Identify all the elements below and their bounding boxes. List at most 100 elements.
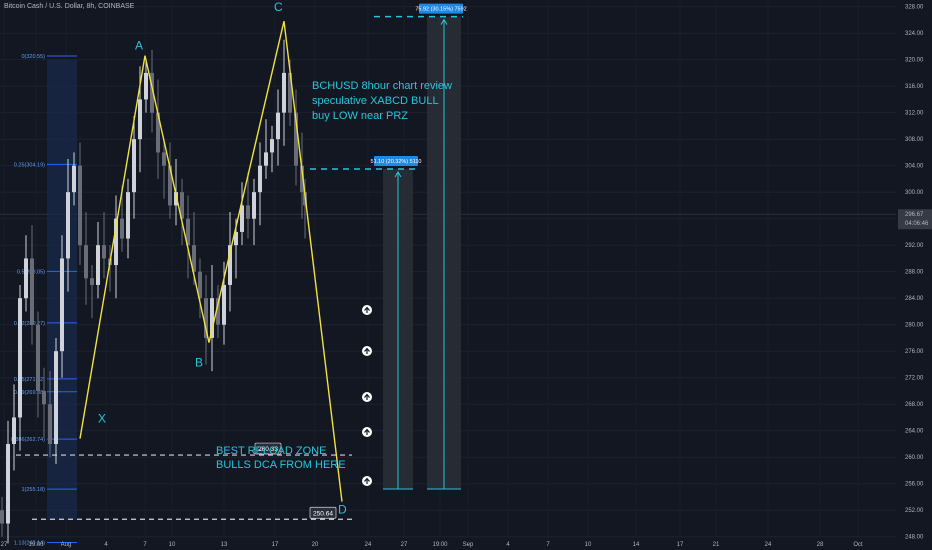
candle-body	[240, 205, 244, 232]
up-arrow-glyph	[364, 428, 370, 435]
target-arrow-head	[440, 18, 448, 25]
pattern-legs	[79, 21, 343, 502]
pattern-point-label: B	[195, 356, 203, 370]
fib-level-label: 0(320.55)	[21, 54, 45, 60]
time-axis: 27 19:00 Aug 4 7 10 13 17 20 24 27 19:00 Sep 4 7 10 14 17…	[1, 542, 863, 548]
last-price-box	[898, 209, 932, 230]
target-info-label: 51.10 (20.32%) 5110	[371, 159, 422, 165]
fib-level-label: 0.79(269.88)	[14, 390, 45, 396]
price-tick-label: 316.00	[905, 84, 924, 90]
candle-body	[72, 165, 76, 193]
price-axis: 248.00 252.00 256.00 260.00 264.00 268.00 272.…	[905, 5, 924, 541]
price-tick-label: 304.00	[905, 164, 924, 170]
fib-level-label: 0.886(262.74)	[11, 437, 45, 443]
up-arrow-glyph	[364, 477, 370, 484]
target-projections: 51.10 (20.32%) 5110 75.92 (30.15%) 7592	[310, 3, 467, 490]
pattern-point-label: C	[274, 0, 283, 14]
candle-body	[24, 258, 28, 299]
time-tick-label: Oct	[853, 542, 863, 548]
symbol-title: Bitcoin Cash / U.S. Dollar, 8h, COINBASE	[4, 3, 135, 10]
candle-body	[120, 218, 124, 239]
last-price-marker: 296.67 04:06:46	[898, 209, 932, 230]
time-tick-label: 4	[506, 542, 510, 548]
zone-line-1: BEST RELOAD ZONE	[216, 445, 326, 457]
candle-body	[78, 165, 82, 246]
candle-body	[90, 278, 94, 285]
candle-body	[198, 271, 202, 299]
candle-body	[66, 192, 70, 259]
candle-body	[186, 218, 190, 246]
price-tick-label: 328.00	[905, 5, 924, 11]
candle-body	[0, 510, 4, 524]
time-tick-label: 17	[272, 542, 279, 548]
candle-body	[300, 165, 304, 193]
candle-body	[216, 298, 220, 325]
fib-level-label: 0.62(280.27)	[14, 321, 45, 327]
candle-body	[264, 152, 268, 166]
candle-body	[222, 284, 226, 325]
time-tick-label: 21	[713, 542, 720, 548]
time-tick-label: 20	[312, 542, 319, 548]
candle-body	[204, 298, 208, 338]
candle-body	[114, 218, 118, 266]
fib-level-label: 0.75(271.82)	[14, 377, 45, 383]
candle-body	[174, 192, 178, 206]
candle-body	[234, 231, 238, 246]
time-tick-label: 27	[401, 542, 408, 548]
candle-body	[96, 245, 100, 285]
candle-body	[102, 245, 106, 259]
candle-body	[162, 152, 166, 166]
fib-level-label: 1(255.18)	[21, 487, 45, 493]
price-tick-label: 320.00	[905, 58, 924, 64]
price-tick-label: 312.00	[905, 111, 924, 117]
review-line-2: speculative XABCD BULL	[312, 95, 439, 107]
time-tick-label: 14	[633, 542, 640, 548]
price-tick-label: 248.00	[905, 535, 924, 541]
xabcd-pattern: X A B C D	[79, 0, 347, 517]
candle-body	[84, 245, 88, 279]
time-tick-label: 27	[1, 542, 8, 548]
candle-body	[276, 112, 280, 140]
candle-body	[6, 443, 10, 524]
price-tick-label: 284.00	[905, 296, 924, 302]
price-tick-label: 300.00	[905, 190, 924, 196]
candle-body	[144, 72, 148, 100]
candles	[0, 39, 307, 544]
up-arrow-glyph	[364, 347, 370, 354]
candle-body	[288, 72, 292, 113]
time-tick-label: 10	[585, 542, 592, 548]
candle-body	[18, 298, 22, 418]
price-tick-label: 272.00	[905, 376, 924, 382]
candle-body	[258, 165, 262, 193]
time-tick-label: 24	[765, 542, 772, 548]
candle-body	[168, 165, 172, 206]
candle-body	[12, 417, 16, 444]
candle-body	[36, 324, 40, 391]
candle-body	[60, 258, 64, 352]
candle-body	[138, 99, 142, 140]
candle-body	[246, 205, 250, 219]
time-tick-label: 13	[221, 542, 228, 548]
review-line-3: buy LOW near PRZ	[312, 110, 408, 122]
price-tick-label: 252.00	[905, 508, 924, 514]
candle-body	[270, 139, 274, 153]
last-price-label: 296.67	[905, 212, 924, 218]
price-tick-label: 264.00	[905, 429, 924, 435]
time-tick-label: 10	[169, 542, 176, 548]
level-price-tag	[254, 442, 282, 455]
time-tick-label: 7	[143, 542, 147, 548]
target-info-tag	[374, 155, 418, 166]
price-tick-label: 288.00	[905, 270, 924, 276]
time-tick-label: 24	[365, 542, 372, 548]
review-line-1: BCHUSD 8hour chart review	[312, 80, 452, 92]
horizontal-levels: 260.33 250.64	[16, 442, 352, 520]
candle-body	[252, 192, 256, 219]
level-price-label: 260.33	[258, 446, 278, 453]
candle-body	[150, 72, 154, 113]
price-tick-label: 280.00	[905, 323, 924, 329]
candle-body	[48, 404, 52, 444]
candle-body	[294, 112, 298, 166]
up-arrow-glyph	[364, 306, 370, 313]
